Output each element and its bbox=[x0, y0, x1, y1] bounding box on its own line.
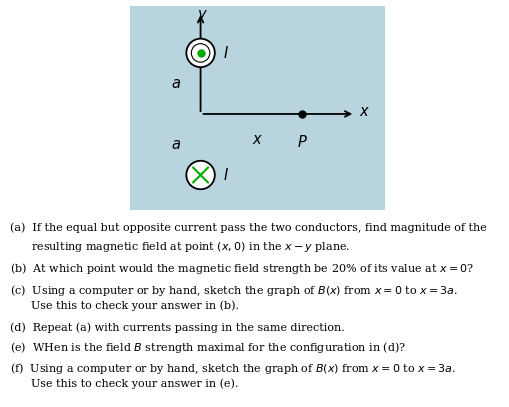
Text: $I$: $I$ bbox=[222, 45, 229, 61]
Circle shape bbox=[186, 161, 214, 189]
Text: (f)  Using a computer or by hand, sketch the graph of $B(x)$ from $x = 0$ to $x : (f) Using a computer or by hand, sketch … bbox=[10, 361, 456, 376]
Text: (a)  If the equal but opposite current pass the two conductors, find magnitude o: (a) If the equal but opposite current pa… bbox=[10, 222, 486, 233]
Circle shape bbox=[186, 39, 214, 67]
Text: (e)  WHen is the field $B$ strength maximal for the configuration in (d)?: (e) WHen is the field $B$ strength maxim… bbox=[10, 339, 406, 354]
Text: $P$: $P$ bbox=[296, 134, 307, 150]
Text: $I$: $I$ bbox=[222, 167, 229, 183]
Text: $a$: $a$ bbox=[171, 76, 181, 91]
Text: resulting magnetic field at point $(x, 0)$ in the $x - y$ plane.: resulting magnetic field at point $(x, 0… bbox=[10, 240, 350, 254]
Text: (b)  At which point would the magnetic field strength be 20% of its value at $x : (b) At which point would the magnetic fi… bbox=[10, 261, 473, 276]
Text: Use this to check your answer in (e).: Use this to check your answer in (e). bbox=[10, 379, 238, 389]
Text: $y$: $y$ bbox=[196, 8, 208, 24]
Text: Use this to check your answer in (b).: Use this to check your answer in (b). bbox=[10, 300, 239, 311]
Text: (d)  Repeat (a) with currents passing in the same direction.: (d) Repeat (a) with currents passing in … bbox=[10, 322, 344, 333]
Text: $a$: $a$ bbox=[171, 137, 181, 152]
Text: $x$: $x$ bbox=[359, 105, 370, 119]
Text: $x$: $x$ bbox=[251, 132, 263, 147]
Text: (c)  Using a computer or by hand, sketch the graph of $B(x)$ from $x = 0$ to $x : (c) Using a computer or by hand, sketch … bbox=[10, 283, 458, 298]
